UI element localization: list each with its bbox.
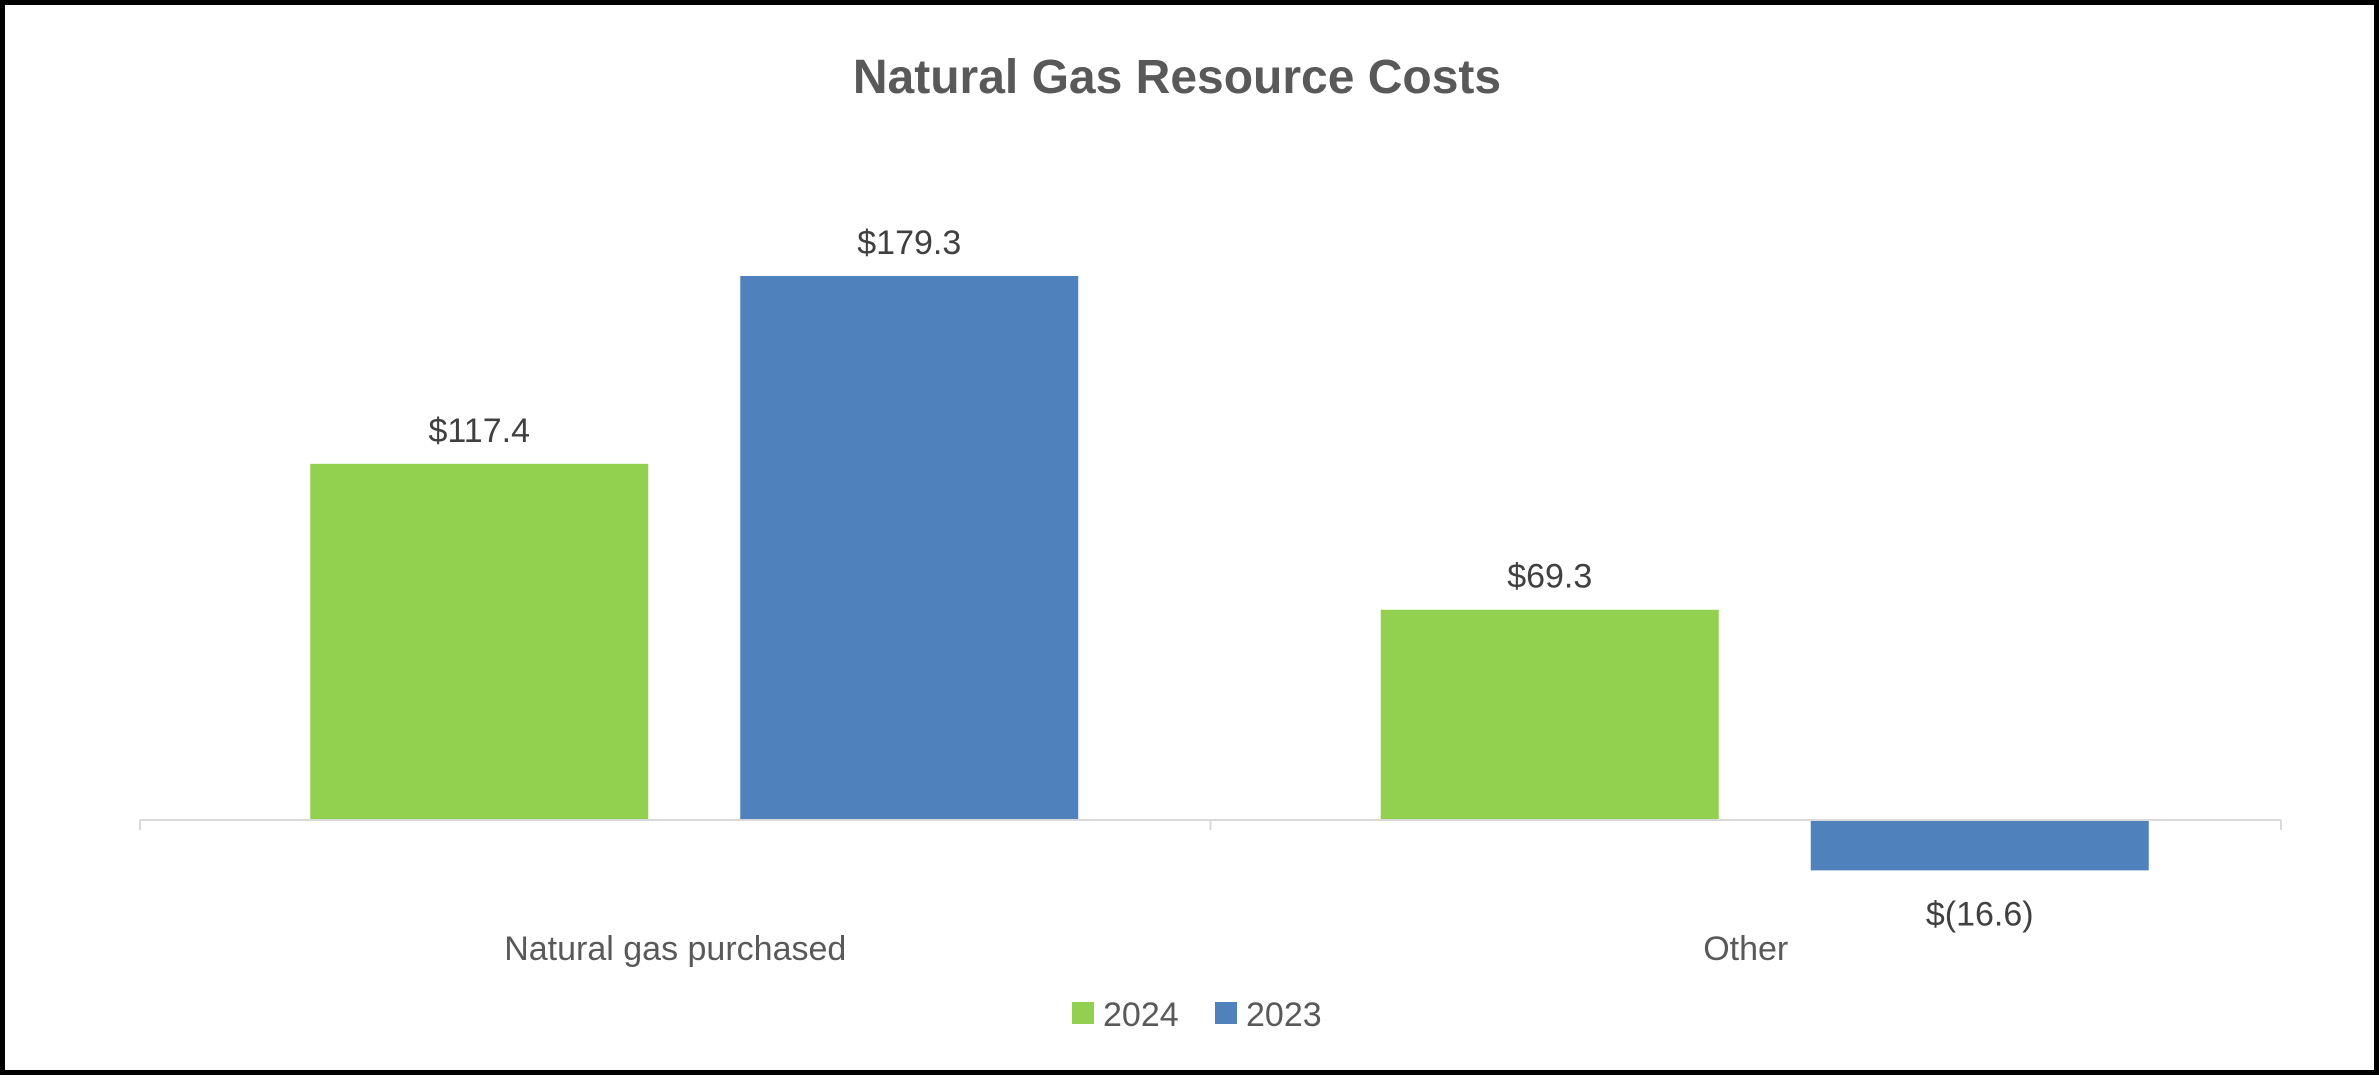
x-axis [139,819,2282,830]
legend-swatch-2024 [1072,1002,1094,1024]
legend-label-2024: 2024 [1103,996,1179,1034]
category-label-natural-gas-purchased: Natural gas purchased [504,930,846,968]
bar-chart: Natural Gas Resource Costs $117.4$179.3$… [139,51,2282,1034]
category-label-other: Other [1703,930,1788,968]
bar-2023-other [1810,820,2149,871]
data-labels: $117.4 $179.3 $69.3 $(16.6) [429,224,2034,933]
bars-layer [310,276,2149,871]
legend-swatch-2023 [1215,1002,1237,1024]
chart-title: Natural Gas Resource Costs [853,51,1501,104]
data-label-2024-other: $69.3 [1507,558,1592,596]
bar-2024-natural-gas-purchased [310,463,649,820]
data-label-2023-other: $(16.6) [1926,895,2034,933]
legend: 2024 2023 [1072,996,1322,1034]
legend-label-2023: 2023 [1246,996,1322,1034]
bar-2024-other [1380,609,1719,820]
data-label-2023-natural-gas-purchased: $179.3 [857,224,961,262]
bar-2023-natural-gas-purchased [740,276,1079,820]
category-labels: Natural gas purchased Other [504,930,1788,968]
data-label-2024-natural-gas-purchased: $117.4 [429,412,530,450]
